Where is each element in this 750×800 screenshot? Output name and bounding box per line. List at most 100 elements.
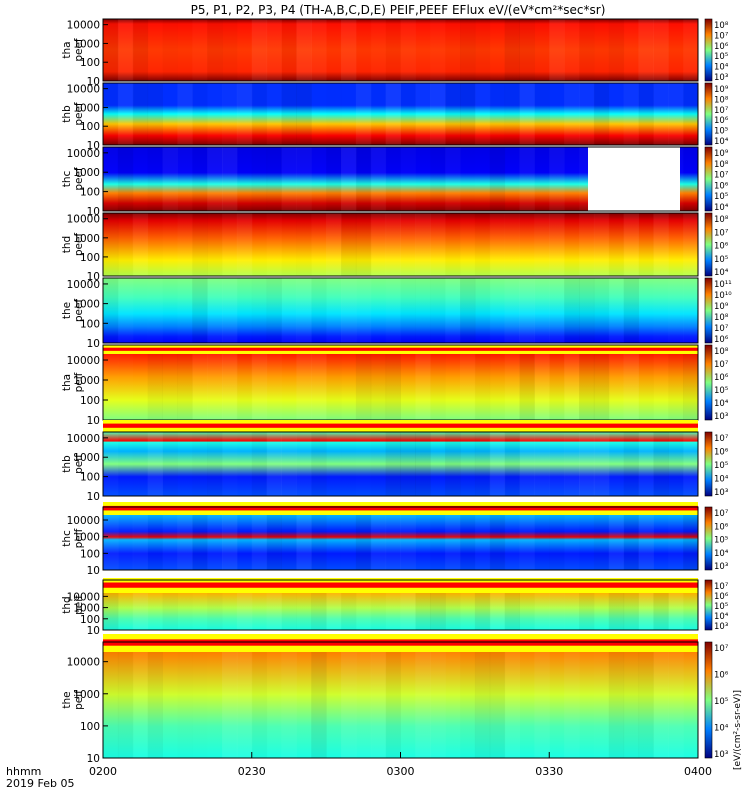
panel-1-time-column [608, 19, 625, 81]
panel-4-time-column [326, 213, 342, 276]
panel-7-time-column [118, 432, 133, 496]
x-tick-label: 0400 [684, 765, 712, 778]
panel-2-time-column [341, 83, 356, 145]
panel-4-colorbar-tick: 10⁷ [714, 228, 729, 238]
panel-8-colorbar-tick: 10⁶ [714, 522, 729, 532]
panel-8-time-column [370, 515, 387, 570]
panel-1-time-column [311, 19, 327, 81]
panel-8-time-column [355, 515, 372, 570]
panel-8-time-column [579, 515, 594, 570]
panel-8-time-column [163, 515, 178, 570]
panel-6-time-column [355, 354, 372, 420]
panel-8-time-column [400, 515, 416, 570]
panel-7-spectrogram [103, 432, 698, 496]
panel-10-spectrogram [103, 652, 698, 758]
panel-9-time-column [148, 593, 163, 630]
panel-9-colorbar [704, 579, 713, 631]
panel-5-time-column [549, 278, 565, 343]
panel-8-time-column [564, 515, 579, 570]
panel-1-time-column [415, 19, 430, 81]
panel-8-time-column [207, 515, 222, 570]
panel-8: 10⁷ 10⁶ 10⁵ 10⁴ 10³ 10000 1000 100 10 thc peif [61, 502, 729, 577]
panel-5-colorbar [704, 277, 713, 344]
panel-1-time-column [281, 19, 297, 81]
panel-7-time-column [415, 432, 431, 496]
panel-5-time-column [282, 278, 297, 343]
panel-6-time-column [296, 354, 312, 420]
panel-9-y-tick-label: 10000 [67, 591, 100, 603]
panel-4-time-column [683, 213, 699, 276]
panel-5-time-column [430, 278, 445, 343]
panel-1-time-column [401, 19, 416, 81]
panel-2-time-column [445, 83, 461, 145]
panel-7-time-column [683, 432, 698, 496]
panel-5-colorbar-tick: 10⁸ [714, 313, 729, 323]
panel-4-time-column [415, 213, 431, 276]
panel-4-spectrogram [103, 213, 698, 276]
panel-5-time-column [266, 278, 282, 343]
panel-10-time-column [608, 652, 625, 758]
panel-8-time-column [266, 515, 282, 570]
panel-10-time-column [534, 652, 550, 758]
panel-2-time-column [638, 83, 654, 145]
panel-10-time-column [401, 652, 416, 758]
panel-6-y-tick-label: 100 [80, 395, 100, 407]
panel-7-time-column [133, 432, 148, 496]
panel-9-time-column [564, 593, 579, 630]
panel-4-colorbar-tick: 10⁴ [714, 268, 729, 278]
panel-8-time-column [177, 515, 193, 570]
panel-10-time-column [520, 652, 535, 758]
panel-5-time-column [683, 278, 698, 343]
panel-3-time-column [192, 147, 207, 211]
panel-1-time-column [624, 19, 639, 81]
panel-10-colorbar-tick: 10⁷ [714, 644, 729, 654]
panel-9-time-column [282, 593, 297, 630]
panel-2-time-column [415, 83, 430, 145]
panel-7-time-column [668, 432, 683, 496]
panel-2-time-column [504, 83, 520, 145]
panel-7-time-column [593, 432, 610, 496]
panel-6-colorbar-tick: 10⁷ [714, 360, 729, 370]
panel-6-time-column [192, 354, 208, 420]
panel-2-time-column [534, 83, 549, 145]
panel-7-time-column [207, 432, 222, 496]
panel-10-y-tick-label: 100 [80, 721, 100, 733]
panel-9-time-column [520, 593, 535, 630]
x-tick-label: 0330 [535, 765, 563, 778]
panel-1-colorbar-tick: 10⁷ [714, 31, 729, 41]
x-tick-label: 0230 [238, 765, 266, 778]
panel-5-time-column [490, 278, 505, 343]
panel-3-colorbar-tick: 10⁵ [714, 192, 728, 202]
panel-5-y-tick-label: 10 [87, 338, 100, 350]
panel-7: 10⁷ 10⁶ 10⁵ 10⁴ 10³ 10000 1000 100 10 thb peif [61, 420, 729, 503]
panel-10-colorbar-tick: 10⁴ [714, 724, 729, 734]
panel-5-time-column [118, 278, 133, 343]
panel-8-time-column [653, 515, 668, 570]
panel-8-time-column [623, 515, 639, 570]
panel-10-time-column [579, 652, 594, 758]
panel-9-time-column [415, 593, 431, 630]
panel-4-time-column [639, 213, 654, 276]
panel-4-colorbar [704, 212, 713, 277]
panel-4-time-column [445, 213, 460, 276]
panel-8-time-column [534, 515, 549, 570]
panel-8-time-column [118, 515, 133, 570]
panel-7-time-column [489, 432, 506, 496]
panel-3-y-tick-label: 10000 [67, 148, 100, 160]
panel-3-time-column [207, 147, 223, 211]
panel-3-time-column [534, 147, 549, 211]
panel-3-colorbar [704, 146, 713, 212]
panel-5-time-column [237, 278, 252, 343]
panel-1-time-column [237, 19, 252, 81]
panel-7-y-tick-label: 10000 [67, 433, 100, 445]
panel-1-frame [102, 18, 699, 82]
panel-10-time-column [549, 652, 564, 758]
panel-9-colorbar-tick: 10⁴ [714, 612, 729, 622]
panel-3-time-column [311, 147, 326, 211]
panel-2-time-column [609, 83, 624, 145]
panel-10-time-column [460, 652, 475, 758]
panel-9-time-column [326, 593, 342, 630]
panel-6-time-column [668, 354, 683, 420]
panel-10: 10⁷ 10⁶ 10⁵ 10⁴ 10³ 10000 1000 100 10 the peif [61, 634, 729, 765]
